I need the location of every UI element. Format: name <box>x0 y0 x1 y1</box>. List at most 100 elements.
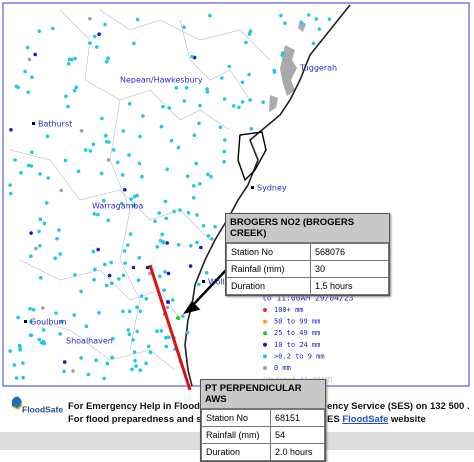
station-popup: BROGERS NO2 (BROGERS CREEK) Station No 568… <box>225 213 390 296</box>
station-dot <box>134 364 138 368</box>
station-dot <box>171 298 175 302</box>
station-dot <box>104 140 109 144</box>
popup-key: Station No <box>226 243 311 261</box>
station-dot <box>116 160 120 165</box>
station-dot <box>131 338 135 342</box>
station-dot <box>34 246 38 251</box>
station-dot <box>135 329 139 334</box>
station-dot <box>38 217 43 221</box>
station-dot <box>165 305 170 310</box>
map-frame <box>2 2 470 387</box>
station-dot <box>181 314 185 318</box>
station-dot <box>280 51 285 55</box>
legend-subtitle: to 11:00AM 29/04/23 <box>262 294 354 303</box>
station-dot <box>41 306 45 310</box>
popup-value: 568076 <box>310 243 389 261</box>
station-dot <box>103 22 107 27</box>
station-dot <box>104 133 108 138</box>
popup-value: 1.5 hours <box>310 277 389 295</box>
station-dot <box>192 133 197 137</box>
station-dot <box>104 283 109 288</box>
legend-label: 50 to 99 mm <box>274 318 320 326</box>
station-dot <box>21 361 25 365</box>
station-dot <box>126 243 130 247</box>
station-dot <box>223 138 227 142</box>
popup-row: Duration 2.0 hours <box>201 443 325 461</box>
station-dot <box>240 80 245 85</box>
station-dot <box>18 348 22 352</box>
station-dot <box>161 240 165 245</box>
station-dot <box>99 171 104 176</box>
station-dot <box>132 350 137 354</box>
popup-table: Station No 68151 Rainfall (mm) 54 Duration 2.… <box>201 409 325 461</box>
station-dot <box>279 13 283 18</box>
station-dot <box>107 273 112 278</box>
station-dot <box>194 161 199 166</box>
place-label: Sydney <box>257 184 287 193</box>
station-dot <box>8 349 12 353</box>
station-dot <box>45 134 50 139</box>
station-dot <box>21 375 25 380</box>
station-dot <box>164 344 169 349</box>
station-dot <box>79 356 83 360</box>
legend-swatch <box>263 342 267 347</box>
station-dot <box>96 212 100 217</box>
station-dot <box>146 344 151 349</box>
station-dot <box>13 158 17 162</box>
station-dot <box>31 307 36 312</box>
popup-row: Station No 568076 <box>226 243 389 261</box>
station-dot <box>208 13 212 18</box>
station-dot <box>104 59 109 64</box>
station-dot <box>199 245 203 250</box>
station-dot <box>159 329 164 333</box>
footer-line2b: ES <box>327 414 340 425</box>
station-dot <box>164 216 168 221</box>
station-dot <box>79 289 83 294</box>
station-dot <box>106 158 111 162</box>
station-dot <box>148 350 153 355</box>
urban-areas <box>269 20 306 112</box>
legend-label: 0 mm <box>274 364 291 372</box>
station-dot <box>19 171 23 175</box>
station-dot <box>247 32 252 36</box>
station-dot <box>8 183 12 187</box>
station-dot <box>182 99 187 103</box>
station-dot <box>71 369 75 373</box>
station-dot <box>123 187 127 192</box>
station-dot <box>51 26 55 31</box>
station-dot <box>190 55 194 59</box>
station-dot <box>209 174 213 179</box>
station-dot <box>121 309 125 314</box>
red-line <box>148 264 192 391</box>
station-dot <box>186 174 190 178</box>
station-dot <box>144 361 148 366</box>
station-dot <box>162 288 166 293</box>
station-dot <box>198 182 202 186</box>
place-marker <box>202 280 205 283</box>
station-dot <box>26 163 31 168</box>
station-dot <box>63 158 68 163</box>
station-dot <box>176 316 180 320</box>
station-dot <box>135 17 140 22</box>
floodsafe-link[interactable]: FloodSafe <box>342 414 389 425</box>
station-dot <box>161 104 165 109</box>
popup-value: 54 <box>270 426 325 444</box>
legend-label: 10 to 24 mm <box>274 341 320 349</box>
station-dot <box>198 103 202 108</box>
station-dot <box>131 265 136 270</box>
station-dot <box>167 106 172 110</box>
station-dot <box>9 128 13 132</box>
station-dot <box>58 332 62 336</box>
station-dot <box>37 229 41 234</box>
station-dot <box>244 40 248 45</box>
station-dot <box>86 372 91 377</box>
station-dot <box>128 232 133 236</box>
station-dot <box>100 116 104 121</box>
place-label: Nepean/Hawkesbury <box>120 76 203 85</box>
station-dot <box>41 339 46 344</box>
popup-row: Rainfall (mm) 30 <box>226 260 389 278</box>
sydney-boundary <box>237 131 267 182</box>
station-dot <box>92 34 97 39</box>
footer-line2c: website <box>390 414 426 425</box>
footer-line2a: For flood preparedness and sa <box>68 414 207 425</box>
